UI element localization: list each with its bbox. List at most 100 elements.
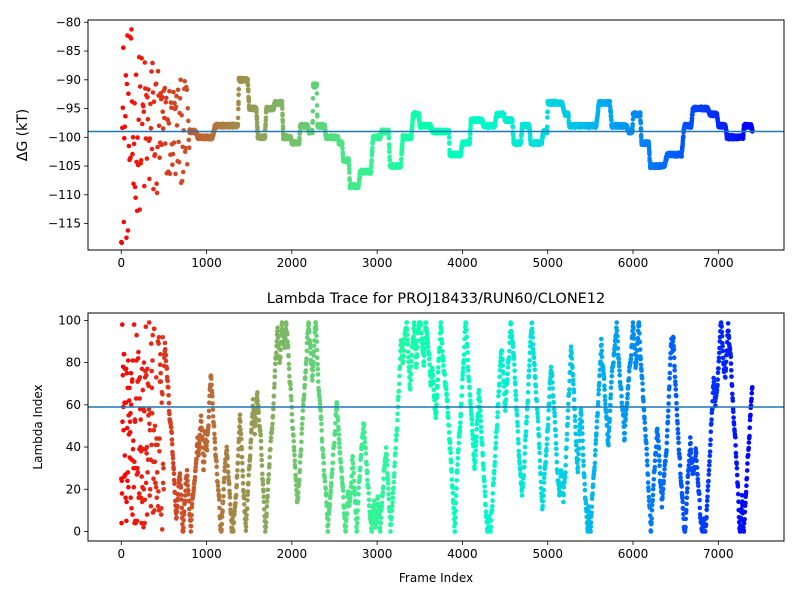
delta-g-point [133, 195, 138, 201]
lambda-point [158, 370, 163, 376]
delta-g-point [155, 144, 160, 150]
delta-g-point [123, 73, 129, 78]
lambda-point [214, 464, 219, 470]
lambda-point [225, 470, 231, 475]
delta-g-panel: 0 1000 2000 3000 4000 5000 6000 7000 −115−110−1… [15, 15, 785, 270]
delta-g-point [128, 155, 133, 161]
delta-g-point [156, 123, 162, 129]
delta-g-point [144, 156, 150, 161]
delta-g-point [124, 81, 130, 87]
delta-g-point [245, 83, 251, 88]
lambda-point [155, 470, 160, 475]
lambda-point [221, 494, 226, 499]
delta-g-point [180, 169, 186, 175]
delta-g-point [186, 118, 191, 124]
x-tick-label: 1000 [191, 256, 222, 270]
lambda-point [206, 414, 212, 420]
x-tick-label: 6000 [618, 256, 649, 270]
delta-g-point [123, 114, 128, 119]
lambda-point [144, 373, 149, 378]
lambda-point [163, 352, 169, 358]
lambda-point [130, 446, 136, 452]
delta-g-point [171, 89, 176, 95]
delta-g-point [183, 145, 188, 151]
delta-g-point [121, 219, 127, 225]
delta-g-point [129, 27, 134, 32]
lambda-point [127, 430, 133, 435]
lambda-point [149, 442, 154, 448]
lambda-point [148, 503, 154, 509]
lambda-point [122, 453, 128, 458]
lambda-point [225, 456, 230, 461]
delta-g-point [155, 68, 161, 74]
lambda-point [134, 518, 140, 524]
lambda-point [189, 517, 194, 523]
lambda-point [147, 421, 152, 427]
lambda-point [131, 438, 136, 444]
delta-g-point [121, 45, 126, 50]
delta-g-point [162, 85, 168, 91]
delta-g-point [159, 94, 165, 100]
lambda-point [155, 442, 160, 448]
lambda-point [170, 460, 176, 466]
lambda-point [144, 451, 149, 456]
delta-g-point [236, 106, 241, 112]
delta-g-point [179, 178, 185, 184]
delta-g-point [182, 149, 188, 155]
lambda-point [157, 436, 162, 441]
lambda-point [131, 322, 137, 327]
delta-g-point [399, 157, 404, 162]
y-tick-label: −105 [48, 159, 81, 173]
delta-g-point [296, 140, 302, 145]
lambda-point [164, 366, 170, 371]
lambda-point [149, 411, 155, 416]
lambda-point [209, 376, 214, 381]
lambda-point [146, 320, 152, 325]
lambda-point [177, 471, 183, 476]
x-tick-label: 4000 [447, 256, 478, 270]
lambda-point [144, 444, 150, 450]
delta-g-point [145, 117, 151, 122]
lambda-point [225, 463, 230, 469]
delta-g-point [447, 141, 452, 146]
lambda-point [142, 520, 147, 526]
lambda-point [142, 408, 147, 414]
delta-g-point [126, 91, 131, 96]
lambda-point [210, 407, 216, 412]
lambda-point [171, 466, 176, 472]
delta-g-point [254, 123, 260, 129]
delta-g-point [368, 169, 374, 174]
lambda-point [127, 419, 133, 425]
delta-g-point [254, 109, 259, 115]
lambda-point [181, 517, 186, 523]
lambda-point [120, 419, 125, 425]
lambda-point [150, 358, 155, 363]
y-tick-label: −100 [48, 130, 81, 144]
lambda-point [125, 478, 130, 484]
x-tick-label: 2000 [277, 256, 308, 270]
lambda-point [212, 439, 218, 445]
delta-g-point [174, 123, 180, 128]
lambda-point [125, 358, 131, 363]
delta-g-point [167, 89, 172, 94]
delta-g-point [142, 60, 148, 65]
delta-g-point [310, 108, 316, 114]
delta-g-point [185, 161, 190, 167]
delta-g-point [149, 146, 155, 152]
lambda-point [224, 447, 230, 453]
lambda-point [152, 423, 158, 429]
lambda-point [188, 524, 194, 529]
delta-g-point [545, 109, 550, 115]
delta-g-point [147, 176, 152, 182]
lambda-point [120, 373, 126, 378]
lambda-point [199, 419, 204, 424]
delta-g-point [297, 135, 302, 141]
lambda-point [175, 503, 180, 509]
lambda-point [177, 477, 183, 483]
lambda-point [141, 525, 146, 530]
delta-g-point [176, 139, 181, 145]
lambda-point [129, 506, 134, 511]
lambda-point [196, 452, 201, 458]
delta-g-point [151, 99, 157, 104]
